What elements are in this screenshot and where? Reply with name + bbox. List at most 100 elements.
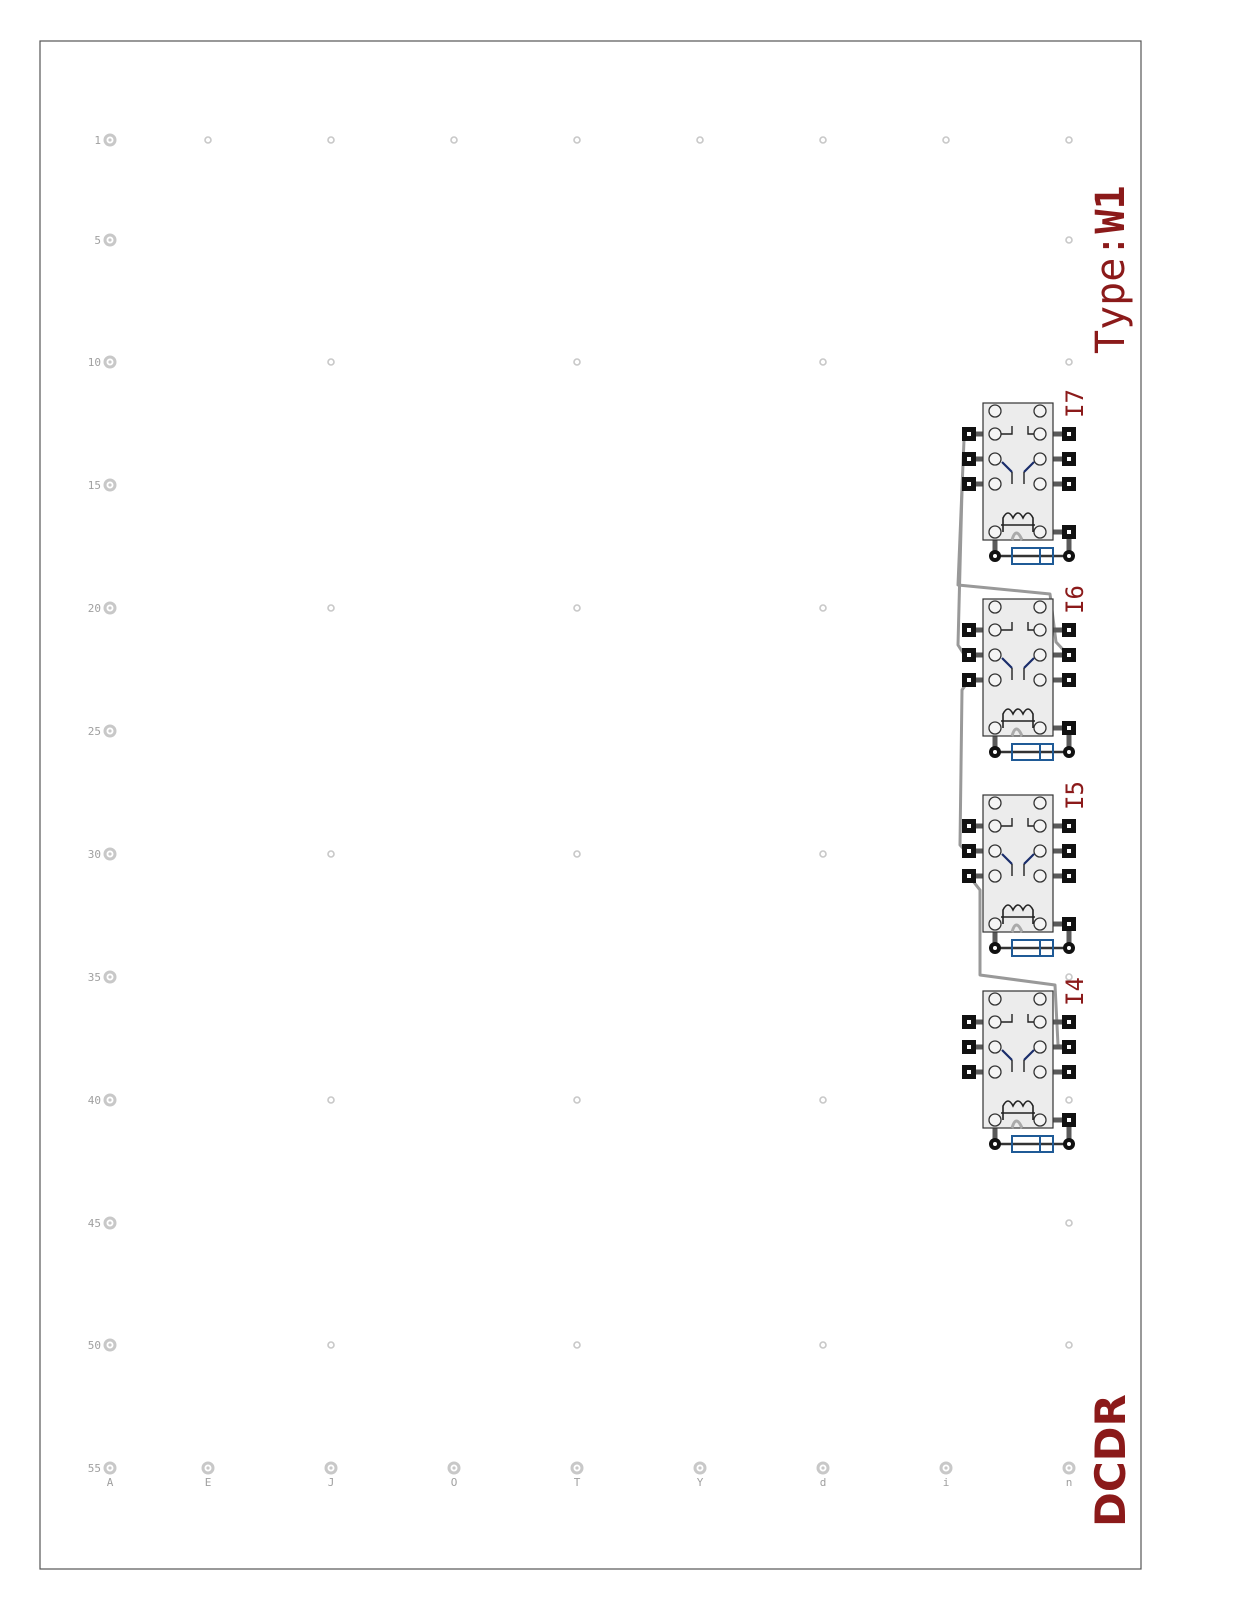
row-label: 50 <box>88 1339 101 1352</box>
grid-point <box>573 850 581 858</box>
pad-right-hole <box>1067 922 1071 926</box>
pin-hole <box>988 452 1002 466</box>
column-label: n <box>1066 1476 1073 1489</box>
diode-body <box>1011 1135 1054 1153</box>
pad-right-hole <box>1067 874 1071 878</box>
pad-left-hole <box>967 482 971 486</box>
grid-point-center <box>108 1098 112 1102</box>
pin-hole <box>988 721 1002 735</box>
row-label: 5 <box>94 234 101 247</box>
grid-point <box>1065 358 1073 366</box>
diode-pad-hole <box>1067 750 1071 754</box>
pin-hole <box>988 1065 1002 1079</box>
diode-pad-hole <box>993 554 997 558</box>
grid-point <box>327 850 335 858</box>
grid-point-center <box>108 238 112 242</box>
grid-point-center <box>698 1466 702 1470</box>
grid-point <box>1065 136 1073 144</box>
pin-hole <box>1033 917 1047 931</box>
diode-pad-hole <box>993 946 997 950</box>
pin-hole <box>1033 427 1047 441</box>
pad-right-hole <box>1067 457 1071 461</box>
grid-point <box>103 1338 117 1352</box>
pin-hole <box>1033 869 1047 883</box>
grid-point-center <box>108 729 112 733</box>
pin-hole <box>988 992 1002 1006</box>
diode-pad-hole <box>1067 946 1071 950</box>
pin-hole <box>1033 1015 1047 1029</box>
coil-symbol <box>1002 904 1034 924</box>
switch-contact <box>1001 426 1034 435</box>
pin-hole <box>988 648 1002 662</box>
grid-point <box>103 1461 117 1475</box>
row-label: 55 <box>88 1462 101 1475</box>
grid-point <box>327 1341 335 1349</box>
pad-right-hole <box>1067 482 1071 486</box>
row-label: 1 <box>94 134 101 147</box>
pin-hole <box>1033 525 1047 539</box>
pin-hole <box>988 673 1002 687</box>
pad-right-hole <box>1067 1045 1071 1049</box>
pad-right-hole <box>1067 726 1071 730</box>
switch-lever <box>1023 853 1035 865</box>
grid-point <box>1065 1096 1073 1104</box>
pad-left-hole <box>967 628 971 632</box>
grid-point <box>1062 1461 1076 1475</box>
pin-hole <box>1033 992 1047 1006</box>
grid-point <box>327 136 335 144</box>
grid-point <box>1065 1219 1073 1227</box>
grid-point-center <box>108 1343 112 1347</box>
grid-point <box>103 133 117 147</box>
pin-hole <box>988 1113 1002 1127</box>
row-label: 10 <box>88 356 101 369</box>
pad-right-hole <box>1067 432 1071 436</box>
grid-point-center <box>821 1466 825 1470</box>
grid-point <box>816 1461 830 1475</box>
switch-lever <box>1001 461 1013 473</box>
pad-left-hole <box>967 849 971 853</box>
relay-label: I7 <box>1061 389 1089 418</box>
relay-module: I6 <box>962 585 1089 761</box>
coil-jumper <box>1010 531 1024 541</box>
grid-point <box>447 1461 461 1475</box>
pad-right-hole <box>1067 849 1071 853</box>
column-label: O <box>451 1476 458 1489</box>
pad-right-hole <box>1067 824 1071 828</box>
switch-contact <box>1001 818 1034 827</box>
diode-pad-hole <box>1067 554 1071 558</box>
relay-label: I5 <box>1061 781 1089 810</box>
pin-hole <box>988 1015 1002 1029</box>
board-type-value: W1 <box>1088 185 1134 233</box>
pin-hole <box>1033 600 1047 614</box>
pin-hole <box>1033 819 1047 833</box>
pin-hole <box>1033 721 1047 735</box>
row-label: 25 <box>88 725 101 738</box>
row-label: 15 <box>88 479 101 492</box>
grid-point <box>327 1096 335 1104</box>
grid-point-center <box>575 1466 579 1470</box>
grid-point <box>103 1093 117 1107</box>
switch-contact <box>1001 1014 1034 1023</box>
grid-point <box>819 850 827 858</box>
pin-hole <box>988 1040 1002 1054</box>
coil-symbol <box>1002 708 1034 728</box>
grid-point <box>103 355 117 369</box>
pin-hole <box>988 600 1002 614</box>
grid-point <box>103 970 117 984</box>
column-label: i <box>943 1476 950 1489</box>
pin-hole <box>988 869 1002 883</box>
pin-hole <box>1033 404 1047 418</box>
grid-point <box>693 1461 707 1475</box>
grid-point <box>103 1216 117 1230</box>
relay-body <box>982 598 1054 737</box>
relay-layer: I7 I6 I5 I4 <box>962 389 1089 1153</box>
grid-point-center <box>108 1221 112 1225</box>
grid-point-center <box>108 606 112 610</box>
grid-point-center <box>944 1466 948 1470</box>
column-label: A <box>107 1476 114 1489</box>
column-label: E <box>205 1476 212 1489</box>
pad-right-hole <box>1067 1070 1071 1074</box>
pin-hole <box>988 525 1002 539</box>
pad-right-hole <box>1067 628 1071 632</box>
